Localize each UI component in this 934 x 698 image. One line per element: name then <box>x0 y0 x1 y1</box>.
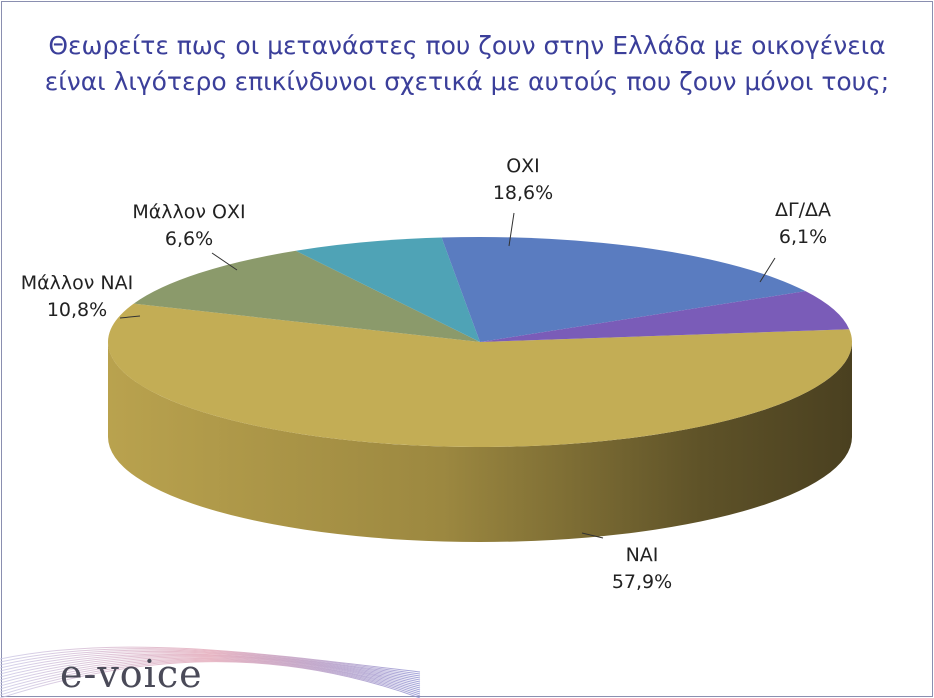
pie-slice-4 <box>441 237 806 342</box>
pie-slice-2-value: 10,8% <box>47 299 107 321</box>
pie-slice-1-category: ΝΑΙ <box>626 544 659 566</box>
pie-labels-layer: ΝΑΙ 57,9% Μάλλον ΝΑΙ 10,8% Μάλλον ΟΧΙ 6,6% ΟΧΙ… <box>21 155 831 593</box>
pie-slice-5-leader-line <box>759 257 776 283</box>
logo-wave-line <box>0 661 421 698</box>
logo-wave-line <box>0 659 421 695</box>
pie-slice-4-leader-line <box>508 212 515 247</box>
logo-wave-line <box>0 656 421 689</box>
chart-title-line-2: είναι λιγότερο επικίνδυνοι σχετικά με αυ… <box>44 67 890 96</box>
chart-title-line-1: Θεωρείτε πως οι μετανάστες που ζουν στην… <box>48 31 886 60</box>
pie-side-layer <box>108 342 852 542</box>
logo-wave-line <box>0 653 421 683</box>
pie-slice-3-leader-line <box>211 252 238 271</box>
logo-wave-line <box>0 649 421 677</box>
logo-swoosh <box>0 646 421 698</box>
logo-wave-line <box>0 648 421 675</box>
chart-title: Θεωρείτε πως οι μετανάστες που ζουν στην… <box>0 28 934 100</box>
logo-wave-line <box>0 646 421 673</box>
logo-wave-line <box>0 650 421 679</box>
logo-wave-line <box>0 655 421 687</box>
pie-slice-4-value: 18,6% <box>493 182 553 204</box>
logo-wave-line <box>0 657 421 691</box>
pie-slice-2-label: Μάλλον ΝΑΙ 10,8% <box>21 272 134 321</box>
pie-slice-4-category: ΟΧΙ <box>506 155 540 177</box>
pie-slice-2-category: Μάλλον ΝΑΙ <box>21 272 134 294</box>
pie-slice-3-category: Μάλλον ΟΧΙ <box>132 201 245 223</box>
pie-slice-1-label: ΝΑΙ 57,9% <box>612 544 672 593</box>
logo-wave-line <box>0 652 421 681</box>
pie-slice-1-value: 57,9% <box>612 571 672 593</box>
pie-slice-1 <box>107 303 853 448</box>
pie-slice-3 <box>295 237 480 342</box>
pie-slice-3-value: 6,6% <box>165 228 213 250</box>
pie-slice-4-label: ΟΧΙ 18,6% <box>493 155 553 204</box>
pie-slice-1-side <box>108 342 852 542</box>
logo-wave-line <box>0 658 421 693</box>
pie-slice-5-label: ΔΓ/ΔΑ 6,1% <box>775 199 831 248</box>
pie-top-layer <box>107 237 853 448</box>
e-voice-logo: e-voice <box>60 652 203 696</box>
pie-slice-5-category: ΔΓ/ΔΑ <box>775 199 831 221</box>
pie-slice-5-value: 6,1% <box>779 226 827 248</box>
logo-wave-line <box>0 660 421 697</box>
pie-slice-1-leader-line <box>581 532 604 539</box>
pie-slice-5 <box>480 291 850 342</box>
pie-slice-3-label: Μάλλον ΟΧΙ 6,6% <box>132 201 245 250</box>
pie-slice-2 <box>133 250 481 342</box>
pie-slice-2-leader-line <box>119 315 141 319</box>
logo-wave-line <box>0 654 421 685</box>
